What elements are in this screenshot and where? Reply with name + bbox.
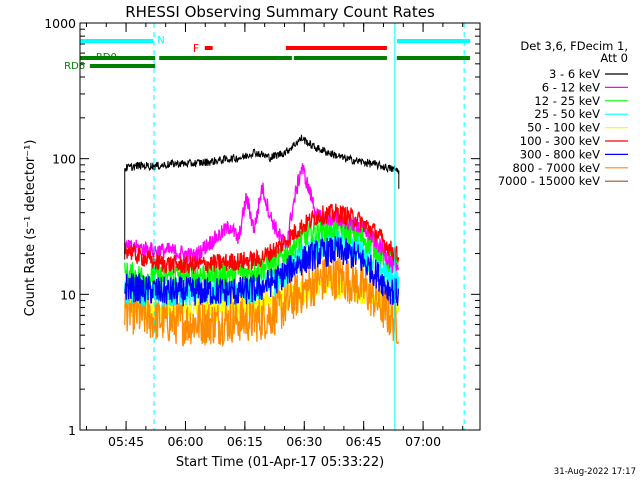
y-tick-label-2: 100 <box>52 152 76 167</box>
x-tick-label-2: 06:15 <box>227 434 263 449</box>
date-stamp: 31-Aug-2022 17:17 <box>554 467 636 477</box>
legend-label-3: 25 - 50 keV <box>534 107 600 121</box>
x-axis-label: Start Time (01-Apr-17 05:33:22) <box>176 455 384 470</box>
x-tick-label-1: 06:00 <box>167 434 203 449</box>
y-tick-label-1: 10 <box>60 287 76 302</box>
y-tick-label-0: 1 <box>68 423 76 438</box>
x-tick-label-3: 06:30 <box>286 434 322 449</box>
flag-f-label: F <box>193 42 199 55</box>
flag-rd0-label: RD0 <box>96 52 117 63</box>
y-axis-label: Count Rate (s⁻¹ detector⁻¹) <box>23 140 38 317</box>
legend-label-4: 50 - 100 keV <box>527 121 600 135</box>
series-6_12keV-line <box>124 163 400 273</box>
chart-title: RHESSI Observing Summary Count Rates <box>125 3 435 21</box>
x-tick-label-5: 07:00 <box>405 434 441 449</box>
legend-label-0: 3 - 6 keV <box>549 67 600 81</box>
flag-rd6-label: RD6 <box>64 61 85 72</box>
series-3_6keV-line <box>124 134 399 175</box>
series-25_50keV-line <box>124 225 400 308</box>
axes: 1 10 100 1000 05:45 06:00 06:15 06:30 06:45 07:00 <box>44 16 481 449</box>
legend-label-8: 7000 - 15000 keV <box>498 174 600 188</box>
plot-area: N F RD0 RD6 <box>64 23 471 430</box>
x-tick-label-0: 05:45 <box>108 434 144 449</box>
legend-label-1: 6 - 12 keV <box>542 80 600 94</box>
legend-label-5: 100 - 300 keV <box>520 134 600 148</box>
legend-header-0: Det 3,6, FDecim 1, <box>520 39 628 53</box>
legend-header-1: Att 0 <box>600 51 628 65</box>
legend-label-6: 300 - 800 keV <box>520 147 600 161</box>
y-tick-label-3: 1000 <box>44 16 76 31</box>
x-tick-label-4: 06:45 <box>346 434 382 449</box>
legend-label-7: 800 - 7000 keV <box>512 161 600 175</box>
plot-frame <box>79 22 481 431</box>
series-100_300keV-line <box>124 203 400 274</box>
flag-n-label: N <box>157 35 164 46</box>
legend-label-2: 12 - 25 keV <box>534 94 600 108</box>
series-300_800keV-line <box>124 236 400 307</box>
